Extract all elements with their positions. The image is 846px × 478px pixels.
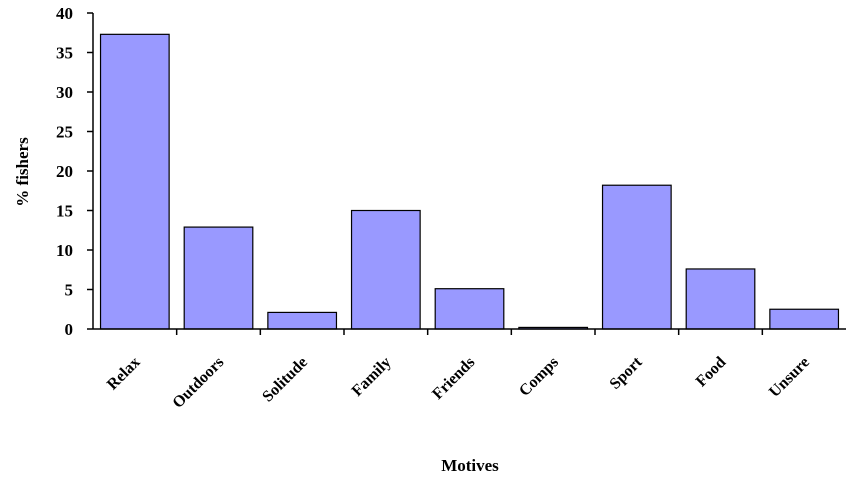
x-tick-label-outdoors: Outdoors [169,354,227,412]
x-tick-label-relax: Relax [104,354,144,394]
x-tick-label-sport: Sport [607,353,647,393]
x-tick-label-unsure: Unsure [766,354,813,401]
bar-solitude [268,312,337,329]
bar-unsure [770,309,839,329]
x-axis-title: Motives [441,456,499,475]
x-tick-label-family: Family [349,354,395,400]
bar-sport [603,185,672,329]
y-tick-label: 20 [56,162,73,181]
x-tick-label-food: Food [693,354,730,391]
bar-outdoors [184,227,253,329]
x-tick-label-solitude: Solitude [259,354,311,406]
bar-relax [101,34,170,329]
y-tick-label: 15 [56,202,73,221]
y-axis-title: % fishers [13,137,32,207]
x-axis-ticks [177,329,763,335]
y-tick-label: 10 [56,241,73,260]
bar-friends [435,289,504,329]
category-labels: Relax Outdoors Solitude Family Friends Comps S… [104,353,813,411]
y-tick-label: 5 [65,281,74,300]
bars-group [101,34,839,329]
y-tick-label: 30 [56,83,73,102]
y-axis-ticks: 0 5 10 15 20 25 30 35 40 [56,4,93,339]
y-tick-label: 25 [56,123,73,142]
y-tick-label: 35 [56,44,73,63]
bar-food [686,269,755,329]
y-tick-label: 40 [56,4,73,23]
x-tick-label-comps: Comps [516,354,562,400]
y-tick-label: 0 [65,320,74,339]
bar-family [352,211,421,330]
x-tick-label-friends: Friends [429,354,478,403]
